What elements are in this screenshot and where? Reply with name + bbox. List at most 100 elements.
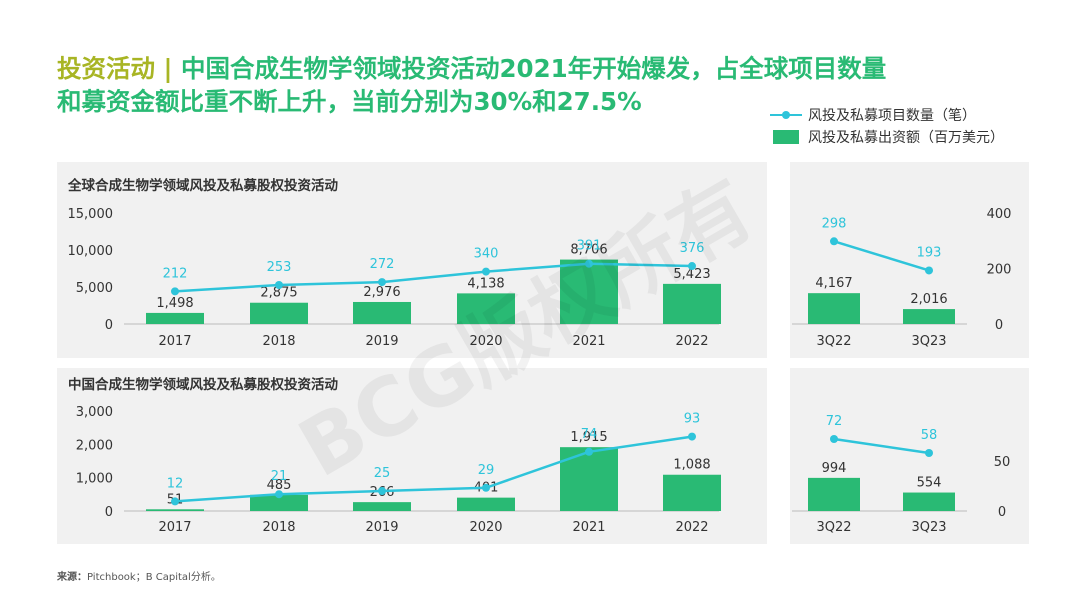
legend-line-icon	[770, 109, 802, 121]
china-right-panel-bg	[790, 368, 1029, 544]
global-y-tick: 15,000	[68, 207, 114, 222]
title-line-1: 中国合成生物学领域投资活动2021年开始爆发，占全球项目数量	[181, 54, 887, 83]
global-right-line-label: 298	[822, 216, 847, 231]
source-text: Pitchbook；B Capital分析。	[87, 572, 221, 583]
china-line-point-2019	[378, 487, 386, 495]
china-right-x-tick: 3Q23	[911, 520, 946, 535]
china-x-tick: 2017	[158, 520, 191, 535]
china-bar-label: 1,088	[673, 458, 710, 473]
china-line-label: 29	[478, 463, 495, 478]
china-y-tick: 0	[105, 505, 113, 520]
china-panel-bg	[57, 368, 767, 544]
china-x-tick: 2018	[262, 520, 295, 535]
china-line-point-2022	[688, 432, 696, 441]
global-line-point-2022	[688, 262, 696, 271]
legend-bar-label: 风投及私募出资额（百万美元）	[808, 130, 1004, 146]
china-x-tick: 2022	[675, 520, 708, 535]
china-line-label: 21	[271, 469, 288, 484]
global-bar-2019	[353, 301, 411, 324]
source-label: 来源：	[57, 572, 87, 583]
legend-bar-entry: 风投及私募出资额（百万美元）	[770, 126, 1004, 148]
global-line-point-2018	[275, 280, 283, 289]
china-x-tick: 2021	[572, 520, 605, 535]
global-right-bar-3Q23	[903, 309, 955, 324]
china-right-bar-3Q22	[808, 477, 860, 511]
global-bar-2022	[663, 283, 721, 324]
global-right-line-point-3Q22	[830, 237, 838, 246]
chart-legend: 风投及私募项目数量（笔） 风投及私募出资额（百万美元）	[770, 104, 1004, 148]
global-right-line-series	[833, 240, 930, 272]
title-line-2: 和募资金额比重不断上升，当前分别为30%和27.5%	[57, 87, 642, 116]
china-right-line-label: 72	[826, 414, 843, 429]
china-line-label: 25	[374, 466, 391, 481]
china-chart-title: 中国合成生物学领域风投及私募股权投资活动	[68, 376, 338, 393]
china-line-label: 12	[167, 476, 184, 491]
global-x-tick: 2022	[675, 334, 708, 349]
global-bar-label: 4,138	[467, 276, 504, 291]
global-x-tick: 2019	[365, 334, 398, 349]
global-bar-label: 2,976	[363, 285, 400, 300]
china-bar-label: 1,915	[570, 430, 607, 445]
china-line-point-2017	[171, 497, 179, 506]
china-right-x-tick: 3Q22	[816, 520, 851, 535]
global-y-tick: 5,000	[76, 281, 113, 296]
global-bar-label: 2,875	[260, 286, 297, 301]
china-y-tick: 3,000	[76, 405, 113, 420]
global-x-tick: 2020	[469, 334, 502, 349]
global-right-line-point-3Q23	[925, 266, 933, 275]
global-right-panel-bg	[790, 162, 1029, 358]
global-x-tick: 2021	[572, 334, 605, 349]
china-bar-2022	[663, 474, 721, 511]
china-right-line-label: 58	[921, 428, 938, 443]
china-bar-label: 485	[267, 478, 292, 493]
china-right-bar-label: 554	[917, 476, 942, 491]
china-line-series	[174, 435, 693, 503]
global-line-label: 253	[267, 260, 292, 275]
legend-line-entry: 风投及私募项目数量（笔）	[770, 104, 1004, 126]
section-label: 投资活动 |	[57, 54, 182, 83]
source-note: 来源：Pitchbook；B Capital分析。	[57, 568, 221, 583]
global-bar-2018	[250, 302, 308, 324]
legend-bar-icon	[773, 130, 799, 144]
global-line-point-2017	[171, 287, 179, 296]
global-line-label: 391	[577, 239, 602, 254]
global-line-label: 272	[370, 257, 395, 272]
china-line-label: 93	[684, 412, 701, 427]
china-right-line-series	[833, 437, 930, 455]
global-chart-title: 全球合成生物学领域风投及私募股权投资活动	[67, 177, 338, 194]
china-right-line-point-3Q23	[925, 449, 933, 457]
china-x-tick: 2019	[365, 520, 398, 535]
global-bar-label: 8,706	[570, 243, 607, 258]
global-bar-2021	[560, 259, 618, 324]
china-line-label: 74	[581, 427, 598, 442]
global-right-y-tick: 0	[995, 318, 1003, 333]
global-bar-label: 1,498	[156, 296, 193, 311]
china-right-y-tick: 50	[994, 455, 1011, 470]
china-bar-2017	[146, 509, 204, 511]
global-right-x-tick: 3Q22	[816, 334, 851, 349]
global-y-tick: 0	[105, 318, 113, 333]
china-right-bar-3Q23	[903, 492, 955, 511]
china-bar-2019	[353, 502, 411, 511]
global-line-label: 340	[474, 247, 499, 262]
global-line-point-2019	[378, 278, 386, 287]
global-y-tick: 10,000	[68, 244, 114, 259]
global-bar-label: 5,423	[673, 267, 710, 282]
china-bar-2021	[560, 447, 618, 511]
china-line-point-2021	[585, 447, 593, 456]
china-right-bar-label: 994	[822, 461, 847, 476]
china-right-y-tick: 0	[998, 505, 1006, 520]
global-x-tick: 2017	[158, 334, 191, 349]
global-panel-bg	[57, 162, 767, 358]
china-bar-2020	[457, 497, 515, 511]
china-line-point-2018	[275, 490, 283, 499]
china-line-point-2020	[482, 483, 490, 492]
global-line-point-2020	[482, 267, 490, 276]
global-bar-2017	[146, 312, 204, 324]
global-line-label: 376	[680, 241, 705, 256]
global-right-y-tick: 400	[987, 207, 1012, 222]
global-right-bar-3Q22	[808, 293, 860, 324]
page-title: 投资活动 | 中国合成生物学领域投资活动2021年开始爆发，占全球项目数量 和募…	[57, 52, 1057, 118]
legend-line-label: 风投及私募项目数量（笔）	[808, 108, 976, 124]
